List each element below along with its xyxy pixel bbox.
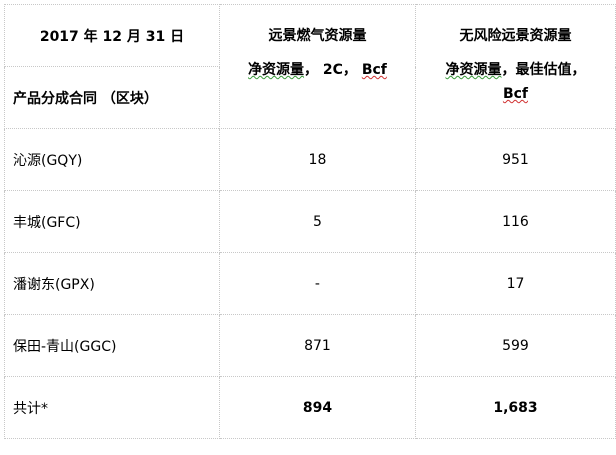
table-row: 沁源(GQY) 18 951 bbox=[4, 128, 616, 191]
date-header: 2017 年 12 月 31 日 bbox=[4, 4, 220, 67]
block-name: 沁源(GQY) bbox=[4, 128, 220, 191]
total-row: 共计* 894 1,683 bbox=[4, 376, 616, 439]
gas-2c-value: 871 bbox=[218, 314, 416, 377]
col-header-unrisked-resources: 无风险远景资源量 净资源量，最佳估值， Bcf bbox=[414, 4, 616, 129]
table-row: 丰城(GFC) 5 116 bbox=[4, 190, 616, 253]
total-gas-2c: 894 bbox=[218, 376, 416, 439]
block-name: 保田-青山(GGC) bbox=[4, 314, 220, 377]
resources-table: 2017 年 12 月 31 日 远景燃气资源量 净资源量， 2C， Bcf 无… bbox=[4, 4, 616, 439]
gas-2c-value: 5 bbox=[218, 190, 416, 253]
block-name: 潘谢东(GPX) bbox=[4, 252, 220, 315]
row-label-header: 产品分成合同 （区块） bbox=[4, 66, 220, 129]
total-label: 共计* bbox=[4, 376, 220, 439]
col2-title: 远景燃气资源量 bbox=[268, 28, 367, 44]
total-best-estimate: 1,683 bbox=[414, 376, 616, 439]
block-name: 丰城(GFC) bbox=[4, 190, 220, 253]
gas-2c-value: 18 bbox=[218, 128, 416, 191]
col3-subtitle: 净资源量，最佳估值， bbox=[445, 62, 586, 78]
col3-unit: Bcf bbox=[502, 86, 528, 102]
gas-2c-value: - bbox=[218, 252, 416, 315]
best-estimate-value: 599 bbox=[414, 314, 616, 377]
best-estimate-value: 951 bbox=[414, 128, 616, 191]
table-row: 保田-青山(GGC) 871 599 bbox=[4, 314, 616, 377]
col2-subtitle: 净资源量， 2C， Bcf bbox=[248, 62, 387, 78]
best-estimate-value: 17 bbox=[414, 252, 616, 315]
col-header-prospective-gas: 远景燃气资源量 净资源量， 2C， Bcf bbox=[218, 4, 416, 129]
best-estimate-value: 116 bbox=[414, 190, 616, 253]
table-row: 潘谢东(GPX) - 17 bbox=[4, 252, 616, 315]
col3-title: 无风险远景资源量 bbox=[459, 28, 572, 44]
